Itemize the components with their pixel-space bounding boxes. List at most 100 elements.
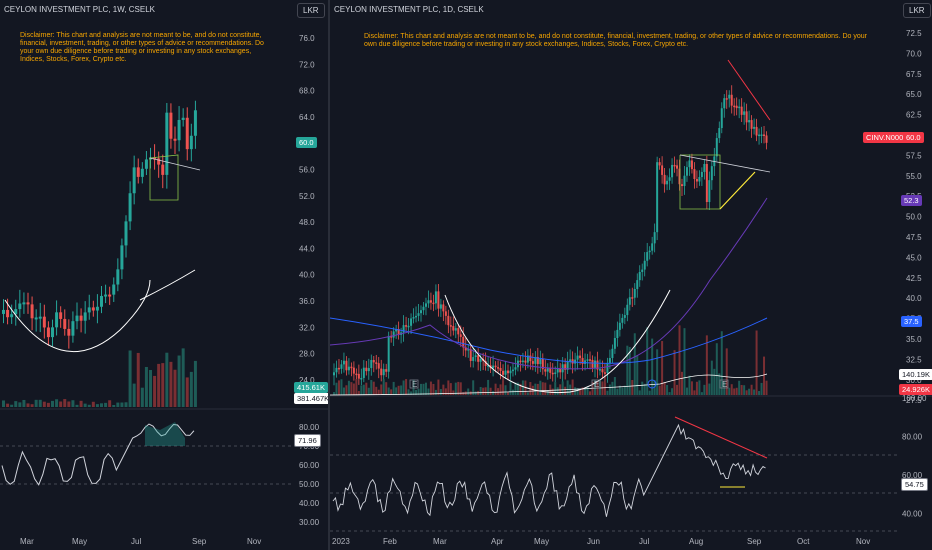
volume-bar (656, 349, 659, 395)
candle-body (725, 98, 728, 100)
candle-body (429, 300, 432, 303)
candle-body (405, 325, 408, 327)
candle-body (494, 365, 497, 368)
volume-bar (63, 399, 67, 407)
rsi-axis-tick: 60.00 (902, 471, 923, 480)
candle-body (444, 311, 447, 316)
currency-button[interactable]: LKR (297, 3, 325, 18)
volume-bar (730, 384, 733, 395)
daily-chart-canvas[interactable]: 72.570.067.565.062.560.057.555.052.550.0… (330, 0, 932, 550)
candle-body (497, 367, 500, 369)
candle-body (22, 302, 26, 305)
volume-bar (427, 388, 430, 395)
month-label: May (72, 537, 88, 546)
volume-bar (83, 403, 87, 407)
volume-bar (177, 355, 181, 407)
weekly-chart-canvas[interactable]: 76.0 72.0 68.0 64.0 60.0 56.0 52.0 48.0 44.0 40.0… (0, 0, 328, 550)
volume-bar (34, 399, 38, 407)
volume-bar (631, 379, 634, 395)
volume-bar (467, 388, 470, 395)
volume-bar (487, 379, 490, 395)
candle-body (753, 126, 756, 129)
candle-body (67, 328, 71, 336)
candle-body (703, 163, 706, 172)
price-axis-tick: 68.0 (299, 87, 315, 96)
volume-bar (579, 390, 582, 395)
candle-body (447, 315, 450, 326)
volume-bar (516, 382, 519, 395)
candle-body (728, 94, 731, 99)
volume-bar (531, 385, 534, 395)
candle-body (524, 360, 527, 363)
daily-chart-pane[interactable]: 72.570.067.565.062.560.057.555.052.550.0… (330, 0, 932, 550)
symbol-tag: CINV.N0000 (863, 132, 911, 143)
volume-bar (30, 404, 34, 407)
ma200-line (330, 317, 768, 364)
candle-body (514, 367, 517, 370)
volume-bar (740, 384, 743, 395)
candle-body (342, 360, 345, 365)
volume-bar (424, 382, 427, 395)
volume-bar (613, 377, 616, 395)
month-label: Sep (747, 537, 762, 546)
rsi-axis-tick: 30.00 (299, 518, 320, 527)
volume-bar (628, 346, 631, 395)
pane-divider[interactable] (328, 0, 330, 550)
candle-body (415, 315, 418, 318)
event-marker (719, 379, 729, 389)
candle-body (382, 369, 385, 376)
currency-button[interactable]: LKR (903, 3, 931, 18)
candle-body (750, 120, 753, 129)
candle-body (636, 280, 639, 289)
candle-body (695, 179, 698, 182)
candle-body (360, 377, 363, 380)
volume-bar (526, 392, 529, 395)
candle-body (668, 177, 671, 181)
candle-body (424, 303, 427, 307)
rsi-axis-tick: 60.00 (299, 461, 320, 470)
volume-bar (337, 380, 340, 395)
price-axis-tick: 40.0 (299, 271, 315, 280)
candle-body (618, 322, 621, 330)
candle-body (385, 369, 388, 372)
volume-bar (189, 371, 193, 407)
volume-bar (536, 383, 539, 395)
candle-body (14, 309, 18, 315)
candle-body (606, 363, 609, 373)
disclaimer-text: Disclaimer: This chart and analysis are … (364, 33, 867, 48)
volume-bar (589, 391, 592, 395)
volume-bar (46, 402, 50, 407)
volume-bar (417, 388, 420, 395)
volume-bar (350, 382, 353, 395)
volume-bar (112, 404, 116, 407)
price-axis-tick: 67.5 (906, 70, 922, 79)
ma200-tag: 37.5 (901, 316, 922, 327)
volume-bar (551, 388, 554, 395)
candle-body (140, 168, 144, 177)
rsi-axis-tick: 50.00 (299, 480, 320, 489)
weekly-chart-pane[interactable]: 76.0 72.0 68.0 64.0 60.0 56.0 52.0 48.0 44.0 40.0… (0, 0, 328, 550)
candle-body (30, 304, 34, 319)
candle-body (193, 110, 197, 136)
candle-body (417, 313, 420, 316)
volume-bar (708, 383, 711, 395)
candle-body (136, 167, 140, 177)
candle-body (161, 164, 165, 175)
candle-body (449, 325, 452, 327)
volume-bar (370, 380, 373, 395)
candle-body (529, 355, 532, 362)
event-marker-label: E (412, 380, 417, 389)
volume-bar (412, 379, 415, 395)
candle-body (454, 328, 457, 331)
candle-body (185, 117, 189, 150)
candle-body (673, 164, 676, 167)
volume-bar (345, 385, 348, 395)
candle-body (730, 94, 733, 106)
candle-body (46, 327, 50, 338)
volume-bar (402, 380, 405, 395)
candle-body (116, 269, 120, 285)
volume-bar (140, 387, 144, 407)
candle-body (507, 370, 509, 374)
volume-bar (601, 381, 604, 395)
rsi-line (1, 423, 195, 486)
